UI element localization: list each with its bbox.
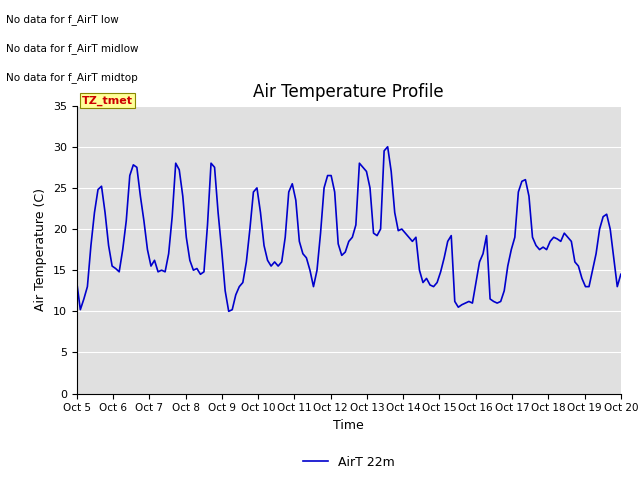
AirT 22m: [73, 280, 81, 286]
Line: AirT 22m: AirT 22m: [77, 147, 621, 312]
AirT 22m: [617, 271, 625, 277]
Title: Air Temperature Profile: Air Temperature Profile: [253, 83, 444, 101]
AirT 22m: [384, 144, 392, 150]
Text: No data for f_AirT midlow: No data for f_AirT midlow: [6, 43, 139, 54]
AirT 22m: [564, 234, 572, 240]
Text: No data for f_AirT midtop: No data for f_AirT midtop: [6, 72, 138, 83]
X-axis label: Time: Time: [333, 419, 364, 432]
Text: No data for f_AirT low: No data for f_AirT low: [6, 14, 119, 25]
AirT 22m: [606, 226, 614, 232]
Y-axis label: Air Temperature (C): Air Temperature (C): [35, 188, 47, 311]
AirT 22m: [338, 252, 346, 258]
Legend: AirT 22m: AirT 22m: [298, 451, 399, 474]
AirT 22m: [571, 259, 579, 265]
AirT 22m: [536, 247, 543, 252]
AirT 22m: [458, 302, 466, 308]
AirT 22m: [225, 309, 232, 314]
Text: TZ_tmet: TZ_tmet: [82, 96, 133, 106]
